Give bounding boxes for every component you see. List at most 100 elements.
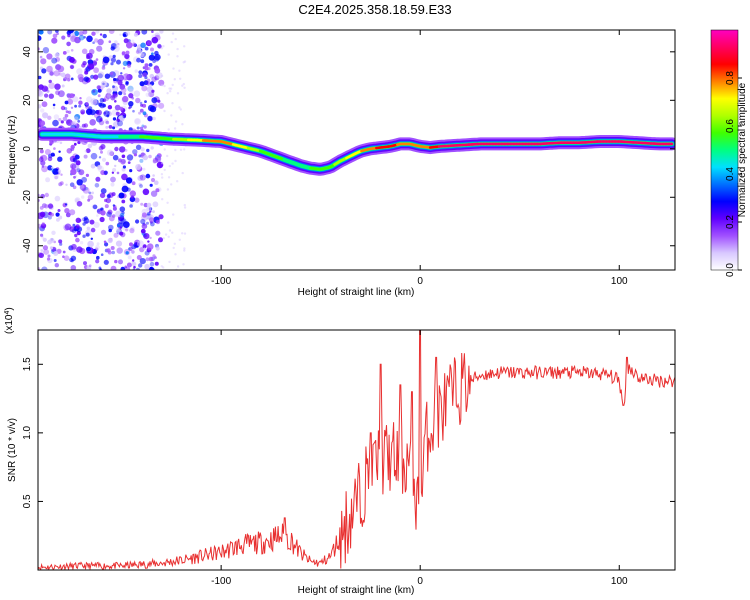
noise-speck (115, 43, 120, 47)
noise-speck (139, 101, 143, 105)
noise-speck (82, 222, 86, 226)
noise-speck (99, 192, 106, 199)
noise-speck (170, 40, 173, 44)
noise-speck (122, 114, 127, 119)
noise-speck (40, 108, 45, 113)
noise-speck (141, 30, 148, 35)
noise-speck (152, 116, 156, 121)
noise-speck (83, 76, 90, 82)
noise-speck (181, 84, 184, 87)
noise-speck (120, 159, 126, 165)
colorbar-gradient (711, 30, 738, 270)
noise-speck (38, 35, 42, 41)
noise-speck (100, 188, 107, 194)
noise-speck (146, 206, 152, 212)
noise-speck (69, 209, 76, 216)
noise-speck (72, 185, 77, 190)
noise-speck (136, 255, 142, 260)
noise-speck (60, 120, 64, 124)
noise-speck (139, 258, 146, 265)
noise-speck (41, 249, 45, 254)
noise-speck (103, 259, 109, 265)
noise-speck (96, 209, 101, 213)
noise-speck (95, 30, 100, 34)
noise-speck (40, 193, 45, 199)
noise-speck (53, 251, 59, 256)
noise-speck (105, 125, 109, 129)
noise-speck (92, 89, 96, 93)
noise-speck (148, 256, 154, 262)
noise-speck (154, 67, 161, 74)
noise-speck (73, 175, 76, 179)
noise-speck (144, 100, 147, 103)
noise-speck (160, 74, 164, 78)
noise-speck (46, 257, 51, 261)
noise-speck (163, 168, 166, 172)
noise-speck (135, 97, 141, 104)
noise-speck (55, 212, 60, 217)
noise-speck (47, 115, 52, 121)
noise-speck (85, 102, 89, 106)
noise-speck (166, 188, 170, 191)
colorbar-tick-label: 0.0 (725, 263, 736, 277)
noise-speck (118, 192, 125, 199)
noise-speck (114, 146, 119, 152)
noise-speck (142, 167, 146, 171)
noise-speck (53, 114, 60, 120)
noise-speck (119, 146, 126, 153)
noise-speck (59, 242, 63, 246)
noise-speck (138, 111, 142, 115)
noise-speck (111, 250, 115, 255)
noise-speck (74, 116, 79, 121)
noise-speck (115, 226, 121, 232)
noise-speck (98, 145, 104, 151)
noise-speck (95, 58, 99, 61)
x-tick-label: -100 (211, 276, 231, 287)
noise-speck (123, 38, 129, 44)
noise-speck (176, 265, 180, 268)
noise-speck (140, 218, 146, 225)
noise-speck (64, 223, 72, 231)
noise-speck (79, 125, 83, 130)
y-tick-label: -40 (22, 238, 33, 253)
noise-speck (183, 45, 186, 48)
noise-speck (54, 195, 61, 202)
noise-speck (70, 49, 74, 52)
noise-speck (141, 223, 148, 229)
noise-speck (85, 148, 91, 154)
noise-speck (114, 40, 118, 44)
noise-speck (96, 109, 102, 116)
noise-speck (113, 232, 119, 238)
noise-speck (132, 259, 135, 262)
noise-speck (171, 102, 174, 105)
noise-speck (103, 170, 108, 175)
noise-speck (139, 81, 145, 87)
noise-speck (40, 249, 43, 252)
noise-speck (39, 149, 44, 154)
noise-speck (77, 119, 81, 123)
noise-speck (124, 53, 130, 60)
noise-speck (90, 98, 98, 106)
noise-speck (90, 227, 96, 233)
noise-speck (126, 41, 133, 49)
noise-speck (79, 184, 85, 190)
noise-speck (135, 267, 140, 270)
noise-speck (53, 147, 56, 150)
noise-speck (80, 109, 86, 115)
noise-speck (90, 237, 94, 240)
noise-speck (149, 261, 155, 267)
noise-speck (51, 166, 54, 169)
noise-speck (67, 110, 72, 115)
noise-speck (122, 60, 128, 66)
noise-speck (149, 73, 155, 79)
noise-speck (135, 144, 142, 150)
noise-speck (97, 88, 102, 93)
noise-speck (49, 71, 54, 76)
snr-scale-close: ) (4, 307, 15, 310)
noise-speck (154, 180, 159, 185)
noise-speck (151, 36, 159, 44)
noise-speck (46, 53, 53, 60)
noise-speck (147, 212, 151, 216)
noise-speck (178, 106, 181, 109)
noise-speck (162, 237, 165, 240)
